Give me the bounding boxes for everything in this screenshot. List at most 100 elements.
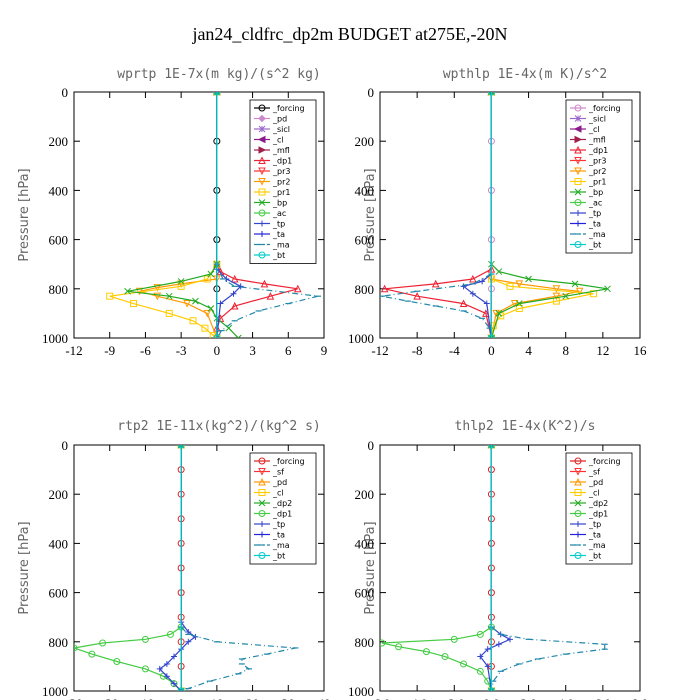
data-point <box>487 687 495 691</box>
y-tick-label: 800 <box>355 635 375 650</box>
data-point <box>171 653 177 660</box>
y-tick-label: 800 <box>355 282 375 297</box>
data-point <box>476 630 484 638</box>
x-tick-label: 20 <box>246 696 259 700</box>
series-bp <box>124 92 242 338</box>
legend-marker <box>258 199 266 206</box>
y-tick-label: 200 <box>355 134 375 149</box>
series-line <box>490 92 608 338</box>
legend-entry: _bt <box>588 552 601 561</box>
data-point <box>153 284 162 292</box>
legend-marker <box>258 209 266 217</box>
legend-marker <box>574 135 583 144</box>
legend-entry: _dp1 <box>272 157 292 166</box>
series-line <box>479 445 512 691</box>
legend-marker <box>258 510 266 517</box>
data-point <box>230 274 239 283</box>
data-point <box>166 630 174 638</box>
data-point <box>515 300 523 307</box>
data-point <box>495 268 503 275</box>
legend-entry: _ma <box>272 241 290 250</box>
legend-marker <box>573 125 582 133</box>
data-point <box>177 687 185 691</box>
legend-entry: _sf <box>588 468 600 477</box>
legend-entry: _tp <box>272 520 285 529</box>
y-axis-label: Pressure [hPa] <box>363 521 378 614</box>
data-point <box>431 279 440 288</box>
x-tick-label: 6 <box>285 343 292 358</box>
series-line <box>384 92 492 338</box>
data-point <box>192 633 199 640</box>
y-tick-label: 200 <box>49 487 69 502</box>
series-dp1 <box>380 92 496 338</box>
series-bt <box>213 92 221 338</box>
data-point <box>207 270 215 278</box>
panel-wprtp: wprtp 1E-7x(m kg)/(s^2 kg) Pressure [hPa… <box>17 67 327 358</box>
legend-entry: _tp <box>588 520 601 529</box>
series-ma <box>178 445 299 691</box>
plot-area <box>106 92 322 338</box>
legend-entry: _bp <box>272 199 287 208</box>
legend-marker <box>574 115 582 122</box>
data-point <box>575 287 584 296</box>
legend-marker <box>258 146 267 154</box>
data-point <box>380 284 389 293</box>
legend-marker <box>258 468 266 476</box>
legend-marker <box>258 457 266 465</box>
x-tick-label: 8 <box>562 343 569 358</box>
panel-thlp2: thlp2 1E-4x(K^2)/s Pressure [hPa] -6.0 -4… <box>348 419 648 700</box>
data-point <box>217 300 224 307</box>
legend-marker <box>259 531 265 538</box>
y-tick-label: 600 <box>49 586 69 601</box>
x-tick-label: 4 <box>525 343 532 358</box>
legend-entry: _ma <box>588 541 606 550</box>
legend-marker <box>574 104 582 112</box>
y-tick-label: 600 <box>355 586 375 601</box>
data-point <box>237 283 244 290</box>
y-axis-label: Pressure [hPa] <box>363 168 378 261</box>
legend-entry: _forcing <box>588 457 621 466</box>
x-tick-label: 30 <box>282 696 295 700</box>
data-point <box>506 282 514 290</box>
legend-marker <box>258 156 266 164</box>
x-tick-label: 3 <box>249 343 256 358</box>
legend-entry: _tp <box>272 220 285 229</box>
legend-marker <box>258 499 266 507</box>
legend-marker <box>258 125 266 133</box>
panel-title: wpthlp 1E-4x(m K)/s^2 <box>443 67 607 82</box>
series-pr2 <box>135 92 221 338</box>
y-tick-label: 800 <box>49 635 69 650</box>
legend-marker <box>575 220 581 227</box>
y-tick-label: 0 <box>62 85 69 100</box>
series-line <box>381 92 492 338</box>
y-tick-label: 200 <box>49 134 69 149</box>
data-point <box>479 278 486 285</box>
series-line <box>158 445 197 691</box>
data-point <box>484 646 491 653</box>
legend-entry: _tp <box>588 209 601 218</box>
legend-entry: _ta <box>272 531 285 540</box>
data-point <box>141 665 149 673</box>
data-point <box>74 644 78 652</box>
x-tick-label: 6.0 <box>595 696 611 700</box>
data-point <box>165 309 173 317</box>
data-point <box>484 663 491 670</box>
legend-entry: _cl <box>588 125 600 134</box>
data-point <box>552 292 561 301</box>
legend-entry: _ta <box>588 531 601 540</box>
series-line <box>216 92 319 338</box>
data-point <box>156 665 163 672</box>
legend-entry: _sicl <box>272 125 290 134</box>
data-point <box>163 673 170 680</box>
data-point <box>177 278 185 285</box>
data-point <box>510 300 519 308</box>
legend-entry: _pd <box>272 478 287 487</box>
series-tp <box>477 445 513 691</box>
legend-entry: _dp2 <box>272 499 292 508</box>
legend-entry: _bp <box>588 188 603 197</box>
legend-marker <box>575 531 581 538</box>
legend-entry: _pr1 <box>272 188 290 197</box>
data-point <box>571 280 579 288</box>
data-point <box>124 287 131 295</box>
data-point <box>515 304 523 312</box>
